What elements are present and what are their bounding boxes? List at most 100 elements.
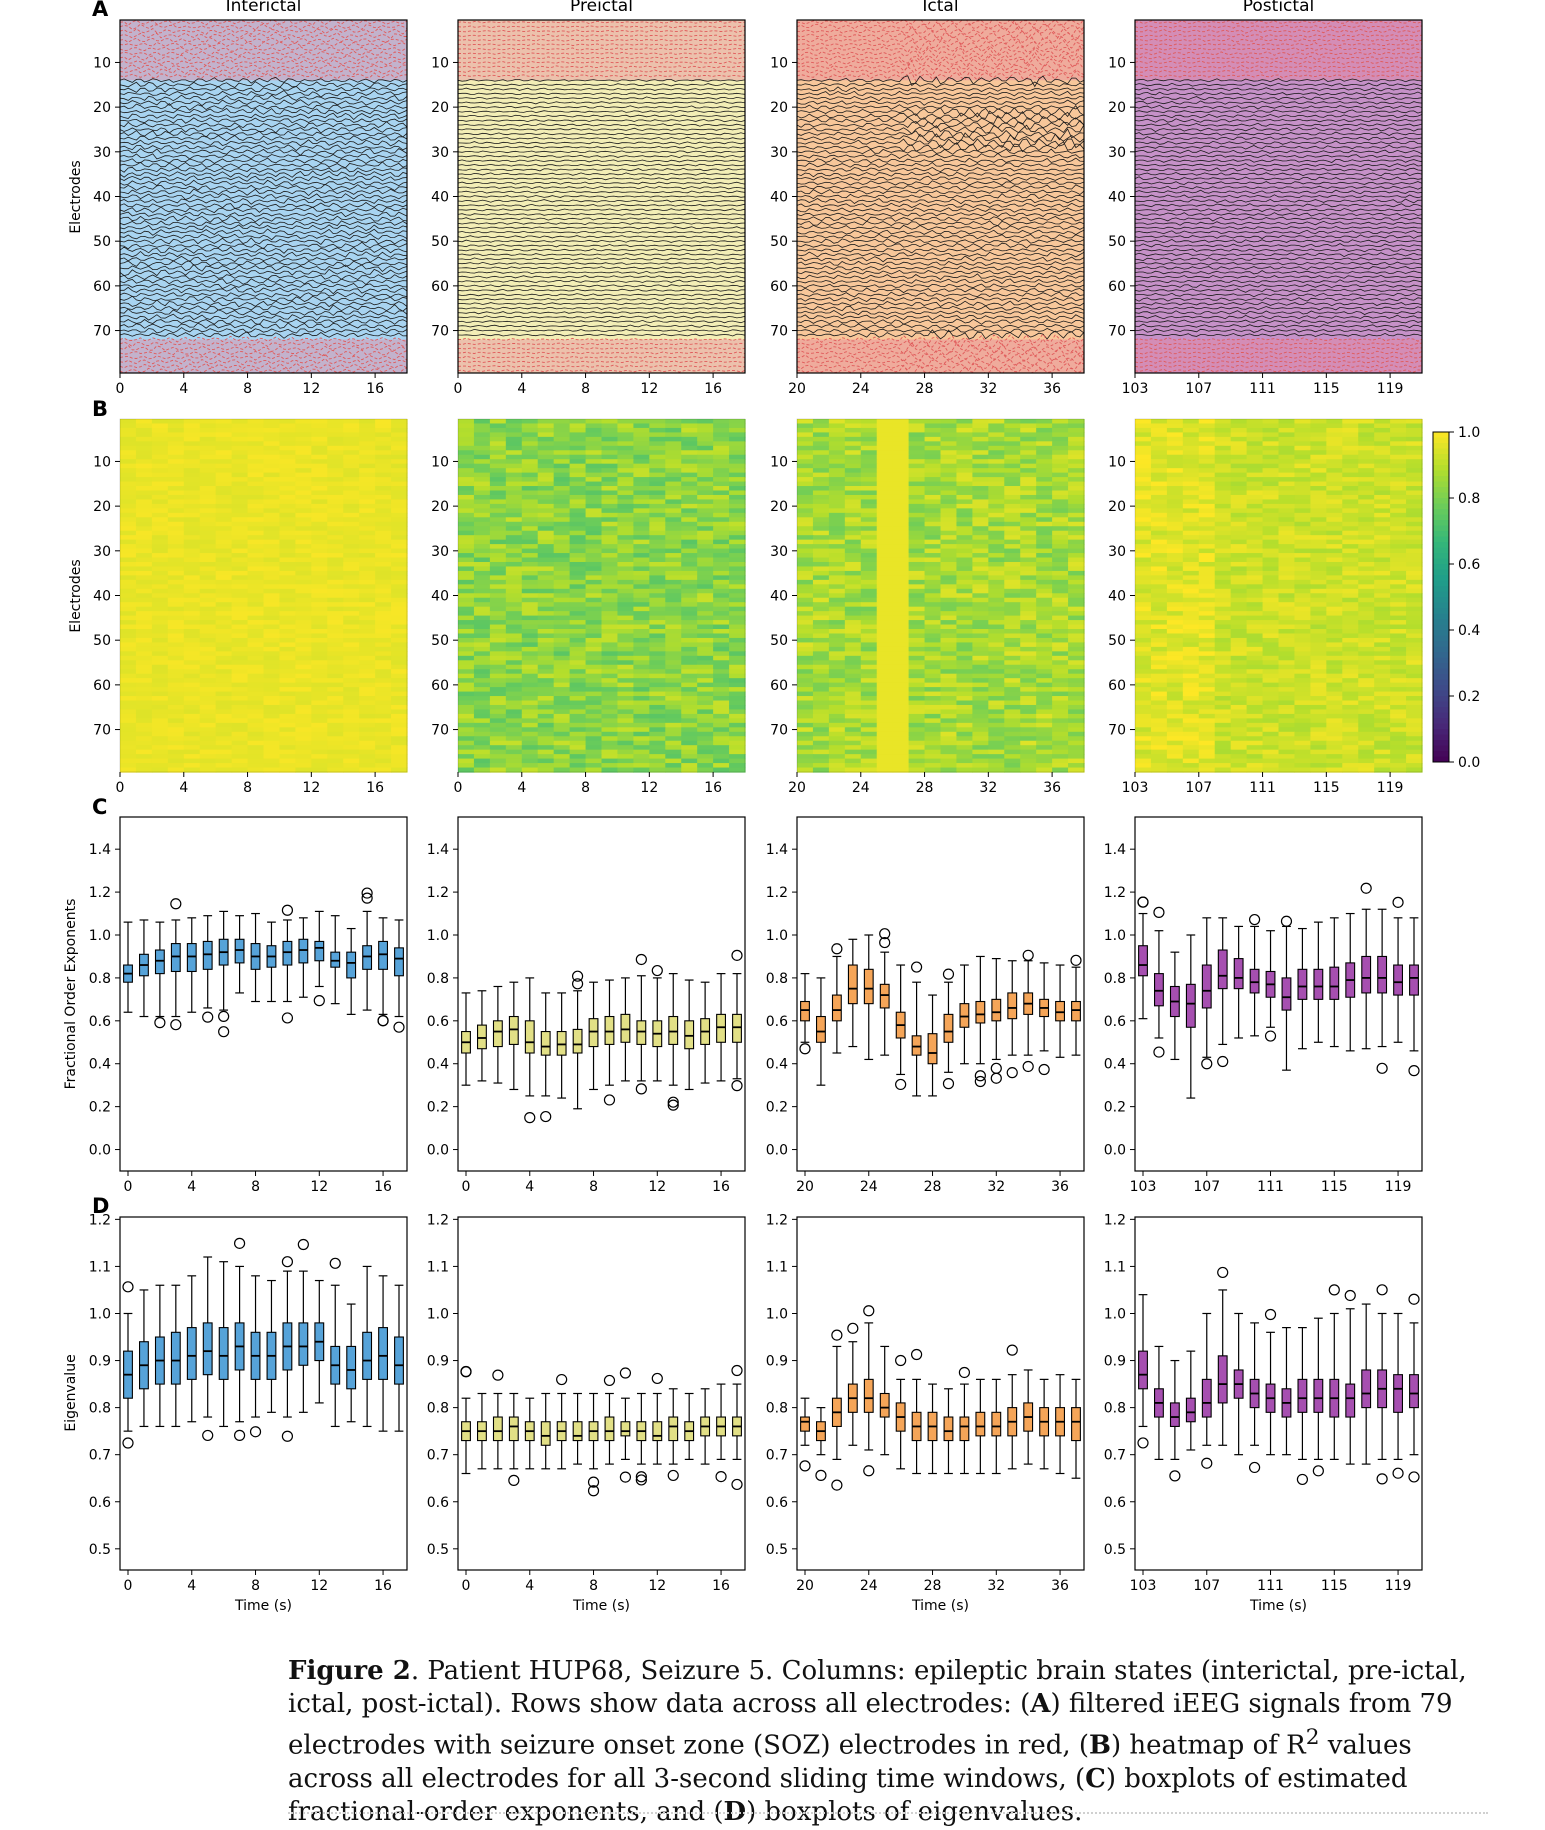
heatmap-cell — [908, 436, 926, 442]
heatmap-cell — [199, 597, 217, 603]
electrode-trace — [1135, 109, 1422, 114]
heatmap-cell — [601, 691, 619, 697]
heatmap-cell — [972, 620, 989, 626]
heatmap-cell — [940, 682, 958, 688]
heatmap-cell — [247, 655, 265, 661]
heatmap-cell — [183, 535, 201, 541]
heatmap-cell — [120, 669, 137, 675]
heatmap-cell — [892, 624, 910, 630]
heatmap-cell — [135, 749, 153, 755]
heatmap-cell — [908, 521, 926, 527]
heatmap-cell — [729, 481, 746, 487]
heatmap-cell — [489, 593, 507, 599]
heatmap-cell — [924, 597, 942, 603]
heatmap-cell — [183, 722, 201, 728]
heatmap-cell — [697, 660, 714, 666]
heatmap-cell — [908, 709, 926, 715]
heatmap-cell — [1068, 472, 1085, 478]
heatmap-cell — [473, 445, 491, 451]
heatmap-cell — [1068, 423, 1085, 429]
heatmap-cell — [311, 530, 328, 536]
heatmap-cell — [697, 731, 714, 737]
heatmap-cell — [247, 526, 265, 532]
heatmap-cell — [633, 687, 650, 693]
heatmap-cell — [1004, 419, 1021, 425]
heatmap-cell — [553, 503, 571, 509]
heatmap-cell — [617, 508, 634, 514]
heatmap-cell — [120, 481, 137, 487]
heatmap-cell — [713, 718, 730, 724]
heatmap-cell — [295, 521, 312, 527]
heatmap-cell — [1052, 503, 1069, 509]
heatmap-cell — [295, 544, 312, 550]
heatmap-cell — [343, 432, 360, 438]
heatmap-cell — [924, 655, 942, 661]
heatmap-cell — [649, 664, 666, 670]
heatmap-cell — [665, 570, 682, 576]
heatmap-cell — [940, 718, 958, 724]
heatmap-cell — [120, 593, 137, 599]
heatmap-cell — [1020, 740, 1037, 746]
heatmap-cell — [924, 441, 942, 447]
heatmap-cell — [505, 624, 523, 630]
heatmap-cell — [1166, 445, 1184, 451]
heatmap-cell — [649, 669, 666, 675]
heatmap-cell — [1036, 736, 1053, 742]
heatmap-cell — [311, 544, 328, 550]
heatmap-cell — [649, 454, 666, 460]
heatmap-cell — [713, 682, 730, 688]
heatmap-cell — [1052, 740, 1069, 746]
heatmap-cell — [1004, 646, 1021, 652]
heatmap-cell — [295, 615, 312, 621]
heatmap-cell — [797, 472, 814, 478]
heatmap-cell — [135, 432, 153, 438]
electrode-trace — [797, 329, 1084, 340]
heatmap-cell — [1052, 713, 1069, 719]
heatmap-cell — [1310, 441, 1327, 447]
heatmap-cell — [553, 472, 571, 478]
heatmap-cell — [697, 629, 714, 635]
heatmap-cell — [585, 678, 603, 684]
heatmap-cell — [295, 646, 312, 652]
heatmap-cell — [1135, 432, 1152, 438]
heatmap-cell — [120, 468, 137, 474]
electrode-trace — [120, 193, 407, 200]
heatmap-cell — [183, 749, 201, 755]
heatmap-cell — [473, 736, 491, 742]
heatmap-cell — [633, 620, 650, 626]
heatmap-cell — [167, 606, 185, 612]
heatmap-cell — [343, 512, 360, 518]
heatmap-cell — [1246, 427, 1264, 434]
heatmap-cell — [956, 548, 973, 554]
heatmap-cell — [505, 566, 523, 572]
heatmap-cell — [972, 517, 989, 523]
heatmap-cell — [665, 713, 682, 719]
heatmap-cell — [521, 731, 539, 737]
heatmap-cell — [263, 731, 281, 737]
heatmap-cell — [956, 539, 973, 545]
heatmap-cell — [295, 642, 312, 648]
heatmap-cell — [1052, 691, 1069, 697]
heatmap-cell — [828, 593, 846, 599]
heatmap-cell — [988, 611, 1005, 617]
heatmap-cell — [183, 611, 201, 617]
heatmap-cell — [553, 602, 571, 608]
electrode-trace — [1135, 131, 1422, 136]
heatmap-cell — [295, 468, 312, 474]
heatmap-cell — [665, 727, 682, 733]
heatmap-cell — [697, 530, 714, 536]
heatmap-cell — [617, 486, 634, 492]
heatmap-cell — [713, 673, 730, 679]
heatmap-cell — [359, 539, 376, 545]
electrode-trace — [458, 355, 745, 359]
heatmap-cell — [505, 620, 523, 626]
heatmap-cell — [1068, 660, 1085, 666]
electrode-trace — [797, 333, 1084, 346]
heatmap-cell — [120, 660, 137, 666]
heatmap-cell — [279, 570, 296, 576]
heatmap-cell — [151, 472, 169, 478]
heatmap-cell — [860, 494, 878, 501]
heatmap-cell — [812, 687, 830, 693]
heatmap-cell — [812, 624, 830, 630]
heatmap-cell — [940, 611, 958, 617]
